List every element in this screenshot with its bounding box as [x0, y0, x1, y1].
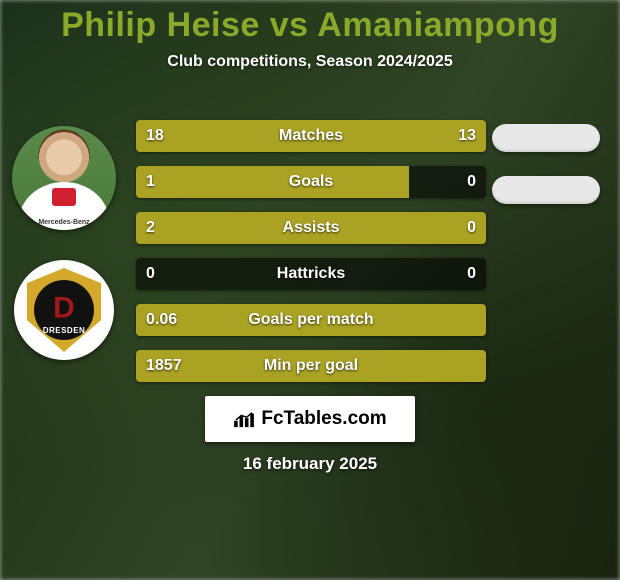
player-jersey: Mercedes-Benz [19, 182, 109, 230]
stat-row: 0 0 Hattricks [136, 258, 486, 290]
stat-value-left: 2 [146, 219, 155, 237]
opponent-pill [492, 124, 600, 152]
jersey-sponsor: Mercedes-Benz [38, 219, 89, 226]
brand-text: FcTables.com [261, 408, 386, 430]
player-avatar: Mercedes-Benz [12, 126, 116, 230]
stat-label: Hattricks [277, 265, 345, 283]
stat-label: Goals [289, 173, 333, 191]
subtitle: Club competitions, Season 2024/2025 [0, 53, 620, 71]
stat-row: 1857 Min per goal [136, 350, 486, 382]
club-letter: D [53, 291, 75, 325]
brand-box[interactable]: FcTables.com [205, 396, 415, 442]
opponent-pill [492, 176, 600, 204]
page-title: Philip Heise vs Amaniampong [0, 0, 620, 45]
club-name: DRESDEN [43, 326, 86, 335]
avatars-column: Mercedes-Benz D DRESDEN [8, 126, 120, 360]
stat-value-right: 0 [467, 173, 476, 191]
title-vs: vs [270, 6, 309, 44]
club-avatar: D DRESDEN [14, 260, 114, 360]
stat-value-right: 13 [458, 127, 476, 145]
stat-row: 1 0 Goals [136, 166, 486, 198]
stat-row: 0.06 Goals per match [136, 304, 486, 336]
stats-container: 18 13 Matches 1 0 Goals 2 0 Assists 0 0 Hattricks 0.… [136, 120, 486, 382]
stat-value-left: 0 [146, 265, 155, 283]
date-text: 16 february 2025 [243, 454, 377, 474]
stat-value-right: 0 [467, 219, 476, 237]
stat-value-right: 0 [467, 265, 476, 283]
stat-row: 18 13 Matches [136, 120, 486, 152]
stat-label: Goals per match [248, 311, 373, 329]
brand-bars-icon [233, 410, 255, 428]
title-player1: Philip Heise [61, 6, 260, 44]
stat-label: Min per goal [264, 357, 358, 375]
club-shield-icon: D DRESDEN [27, 268, 101, 352]
stat-value-left: 0.06 [146, 311, 177, 329]
stat-label: Matches [279, 127, 343, 145]
stat-value-left: 1857 [146, 357, 182, 375]
stat-value-left: 1 [146, 173, 155, 191]
title-player2: Amaniampong [317, 6, 559, 44]
stat-label: Assists [283, 219, 340, 237]
opponent-pills [492, 124, 600, 204]
stat-value-left: 18 [146, 127, 164, 145]
stat-row: 2 0 Assists [136, 212, 486, 244]
bar-left [136, 166, 409, 198]
